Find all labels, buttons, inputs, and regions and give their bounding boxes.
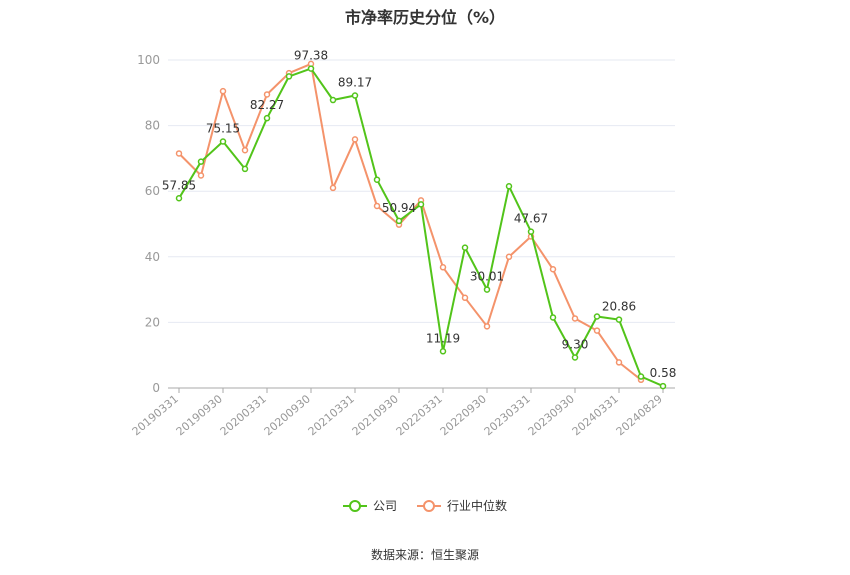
- data-point-s1-9: [373, 202, 381, 210]
- data-point-s0-0: [175, 195, 183, 202]
- data-point-s1-14: [483, 323, 491, 330]
- data-point-s0-6: [307, 65, 315, 72]
- y-tick-label-40: 40: [145, 250, 160, 264]
- data-point-s0-2: [219, 138, 227, 145]
- legend-item-industry-median[interactable]: 行业中位数: [417, 497, 507, 514]
- data-label-4: 82.27: [250, 98, 284, 112]
- data-label-14: 30.01: [470, 270, 504, 284]
- x-tick-label-20240331: 20240331: [570, 392, 621, 438]
- data-point-s0-9: [373, 176, 381, 183]
- y-tick-label-80: 80: [145, 119, 160, 133]
- data-point-s0-19: [593, 313, 601, 320]
- data-label-8: 89.17: [338, 76, 372, 90]
- legend: 公司 行业中位数: [0, 497, 850, 514]
- y-tick-label-20: 20: [145, 315, 160, 329]
- series-line-0: [178, 67, 664, 388]
- data-label-0: 57.85: [162, 178, 196, 192]
- data-label-2: 75.15: [206, 122, 240, 136]
- legend-swatch-company: [342, 499, 367, 512]
- x-tick-label-20200331: 20200331: [218, 392, 269, 438]
- data-point-s0-22: [659, 382, 667, 390]
- data-point-s1-17: [549, 266, 557, 273]
- x-tick-label-20190930: 20190930: [174, 392, 225, 438]
- grid-layer: [168, 59, 675, 323]
- data-point-s0-8: [351, 92, 359, 99]
- x-tick-label-20220331: 20220331: [394, 392, 445, 438]
- data-point-s0-15: [505, 183, 513, 190]
- data-point-s0-1: [197, 158, 205, 165]
- x-tick-label-20210331: 20210331: [306, 392, 357, 438]
- legend-item-company[interactable]: 公司: [342, 497, 397, 514]
- data-point-s1-12: [439, 264, 447, 271]
- data-point-s1-2: [219, 87, 227, 95]
- data-point-s0-10: [395, 217, 403, 225]
- data-label-12: 11.19: [426, 331, 460, 345]
- data-point-s0-14: [483, 286, 491, 293]
- series-layer: [175, 60, 667, 390]
- data-point-s1-3: [241, 146, 249, 154]
- data-point-s1-7: [329, 184, 337, 192]
- data-point-s1-18: [571, 315, 579, 322]
- data-point-s1-8: [351, 136, 359, 143]
- data-point-s0-18: [571, 354, 579, 361]
- data-point-s1-20: [615, 359, 623, 366]
- data-point-s1-1: [197, 172, 205, 179]
- data-point-s0-20: [615, 316, 623, 323]
- data-label-22: 0.58: [650, 366, 677, 380]
- data-point-s1-4: [263, 91, 271, 98]
- x-tick-label-20190331: 20190331: [130, 392, 181, 438]
- series-line-1: [178, 62, 642, 381]
- data-label-10: 50.94: [382, 201, 416, 215]
- y-tick-label-60: 60: [145, 184, 160, 198]
- x-tick-label-20230331: 20230331: [482, 392, 533, 438]
- legend-label-industry-median: 行业中位数: [447, 499, 508, 513]
- chart-title: 市净率历史分位（%）: [344, 8, 506, 27]
- x-tick-label-20240829: 20240829: [614, 392, 665, 438]
- data-label-16: 47.67: [514, 212, 548, 226]
- data-point-s0-21: [637, 373, 645, 380]
- data-point-s0-5: [285, 73, 293, 80]
- x-tick-label-20210930: 20210930: [350, 392, 401, 438]
- legend-swatch-industry-median: [417, 499, 441, 512]
- x-tick-label-20220930: 20220930: [438, 392, 489, 438]
- data-point-s0-11: [417, 201, 425, 208]
- data-point-s1-13: [461, 294, 469, 302]
- data-label-20: 20.86: [602, 300, 636, 314]
- data-source: 数据来源：恒生聚源: [370, 548, 479, 562]
- data-point-s0-7: [329, 96, 337, 104]
- legend-label-company: 公司: [372, 499, 397, 513]
- y-tick-label-100: 100: [137, 53, 160, 67]
- data-point-s1-0: [175, 150, 183, 157]
- axis-layer: 0 20 40 60 80 100 2019033120190930202003312020…: [130, 53, 675, 438]
- x-tick-label-20200930: 20200930: [262, 392, 313, 438]
- data-point-s0-16: [527, 228, 535, 235]
- data-point-s0-3: [241, 165, 249, 173]
- data-label-18: 9.30: [562, 337, 589, 351]
- y-tick-label-0: 0: [152, 381, 160, 395]
- data-point-s0-12: [439, 348, 447, 355]
- label-layer: 57.85 75.15 82.27 97.38 89.17 50.94 11.19 30.01…: [162, 49, 677, 381]
- data-point-s1-19: [593, 327, 601, 334]
- data-point-s0-13: [461, 244, 469, 251]
- data-point-s0-17: [549, 314, 557, 321]
- data-label-6: 97.38: [294, 49, 328, 63]
- x-tick-label-20230930: 20230930: [526, 392, 577, 438]
- data-point-s1-15: [505, 253, 513, 261]
- data-point-s0-4: [263, 114, 271, 122]
